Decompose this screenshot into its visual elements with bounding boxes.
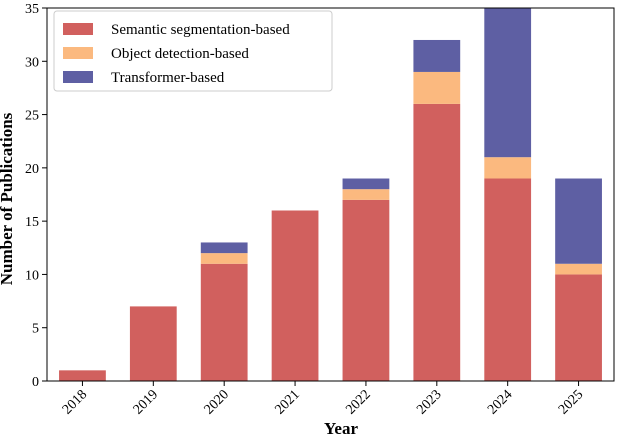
legend-swatch	[63, 47, 93, 59]
bar-2022-series-2	[342, 178, 390, 190]
legend-box	[53, 10, 333, 92]
legend-swatch	[63, 71, 93, 83]
bar-2021-series-0	[271, 210, 319, 381]
x-tick-label: 2022	[343, 387, 373, 417]
bar-2024-series-2	[484, 8, 532, 158]
bar-2020-series-0	[200, 263, 248, 381]
bar-2025-series-2	[555, 178, 602, 264]
legend-swatch	[63, 23, 93, 35]
x-tick-label: 2023	[414, 387, 444, 417]
bar-2025-series-0	[555, 274, 602, 381]
bar-2025-series-1	[555, 263, 602, 275]
y-tick-label: 25	[25, 109, 39, 124]
y-tick-label: 15	[25, 215, 39, 230]
y-tick-label: 30	[25, 55, 39, 70]
y-tick-label: 5	[32, 322, 39, 337]
bar-2018-series-0	[59, 370, 106, 381]
bar-2024-series-1	[484, 157, 532, 179]
bar-2022-series-0	[342, 199, 390, 381]
x-tick-label: 2024	[485, 387, 515, 417]
x-tick-label: 2020	[202, 387, 232, 417]
legend-label: Transformer-based	[111, 70, 225, 86]
x-tick-label: 2021	[272, 387, 302, 417]
x-tick-label: 2025	[556, 387, 586, 417]
plot-frame	[46, 7, 615, 382]
bar-2023-series-2	[413, 39, 461, 72]
legend-label: Object detection-based	[111, 46, 249, 62]
x-axis-title: Year	[324, 419, 358, 437]
legend: Semantic segmentation-based Object detect…	[53, 10, 333, 92]
bar-2020-series-2	[200, 242, 248, 254]
bar-2023-series-0	[413, 103, 461, 381]
y-tick-label: 0	[32, 375, 39, 390]
legend-label: Semantic segmentation-based	[111, 22, 290, 38]
bar-2020-series-1	[200, 253, 248, 264]
bar-2023-series-1	[413, 71, 461, 104]
bar-2024-series-0	[484, 178, 532, 381]
y-tick-label: 20	[25, 162, 39, 177]
y-axis-title: Number of Publications	[0, 112, 16, 285]
bars-layer	[59, 8, 602, 381]
bar-2022-series-1	[342, 189, 390, 200]
y-tick-label: 10	[25, 268, 39, 283]
x-tick-label: 2018	[60, 387, 90, 417]
bar-2019-series-0	[129, 306, 177, 381]
y-tick-label: 35	[25, 2, 39, 17]
x-tick-label: 2019	[131, 387, 161, 417]
